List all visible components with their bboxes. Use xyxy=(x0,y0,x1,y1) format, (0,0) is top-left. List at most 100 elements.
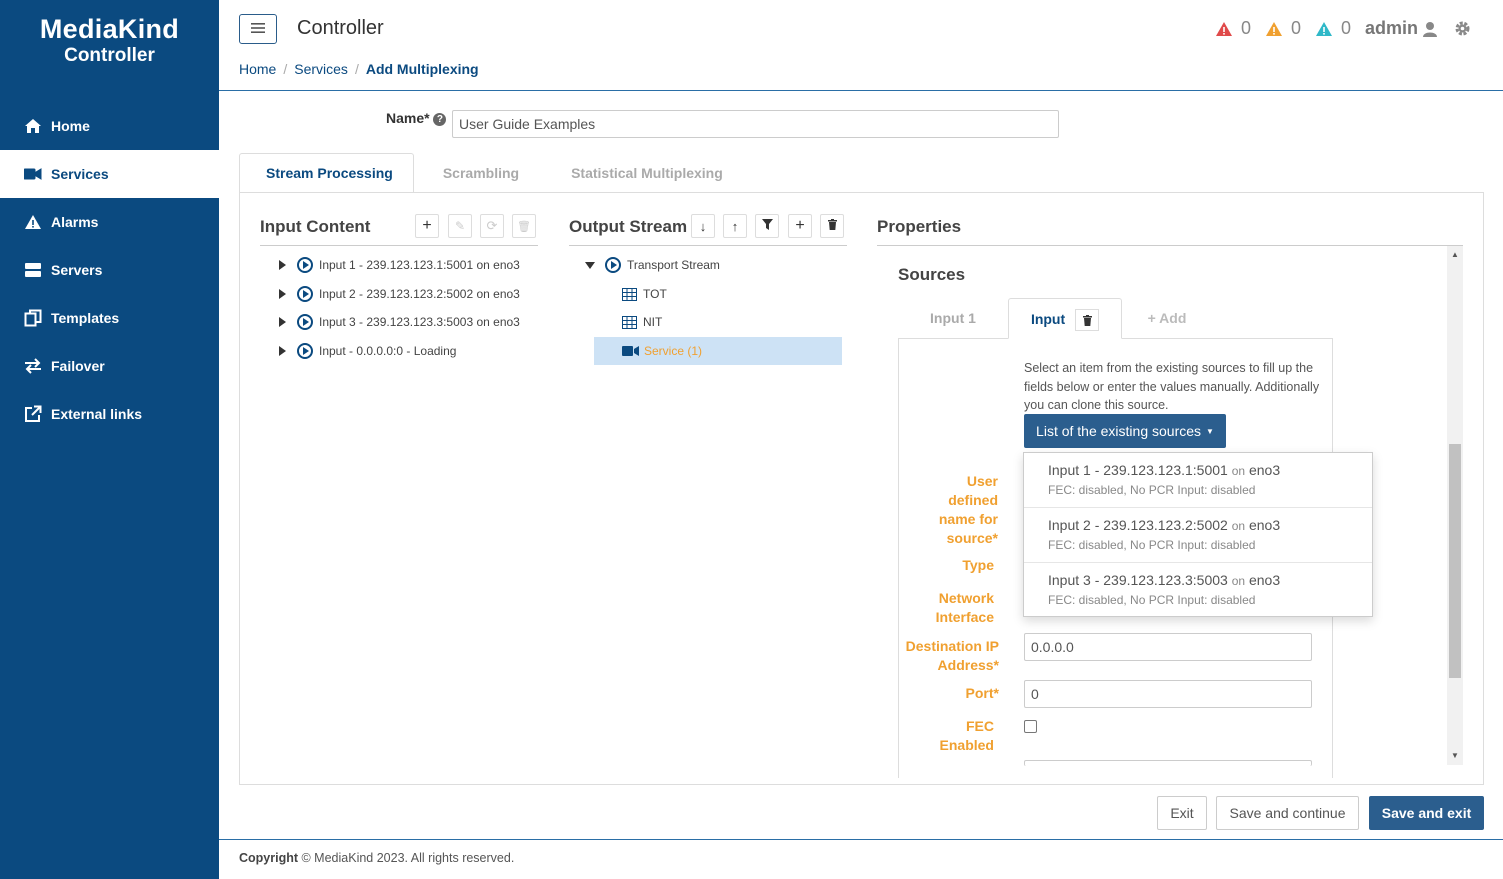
delete-source-button[interactable] xyxy=(1075,309,1100,332)
hamburger-icon xyxy=(251,21,265,37)
existing-source-meta: FEC: disabled, No PCR Input: disabled xyxy=(1048,483,1256,497)
brand: MediaKind Controller xyxy=(0,0,219,100)
input-tree-item[interactable]: Input 2 - 239.123.123.2:5002 on eno3 xyxy=(276,284,520,304)
main-tabs: Stream Processing Scrambling Statistical… xyxy=(239,153,724,193)
add-input-button[interactable]: + xyxy=(415,214,439,238)
properties-scrollbar[interactable]: ▲ ▼ xyxy=(1447,246,1463,765)
save-and-exit-button[interactable]: Save and exit xyxy=(1369,796,1484,830)
port-input[interactable] xyxy=(1024,680,1312,708)
source-help-text: Select an item from the existing sources… xyxy=(1024,361,1320,412)
next-field-input[interactable] xyxy=(1024,760,1312,766)
play-circle-icon xyxy=(605,257,621,273)
name-row: Name* ? xyxy=(386,110,1059,138)
sidebar-item-label: Templates xyxy=(51,310,120,326)
sidebar-item-servers[interactable]: Servers xyxy=(0,246,219,294)
caret-down-icon[interactable] xyxy=(584,261,596,269)
existing-sources-dropdown[interactable]: List of the existing sources ▼ xyxy=(1024,414,1226,448)
existing-source-option[interactable]: Input 1 - 239.123.123.1:5001 on eno3 FEC… xyxy=(1024,453,1372,508)
critical-alarm-counter[interactable]: 0 xyxy=(1215,18,1251,39)
sidebar-item-templates[interactable]: Templates xyxy=(0,294,219,342)
caret-right-icon[interactable] xyxy=(276,260,288,270)
filter-icon xyxy=(761,217,773,235)
sidebar-item-external-links[interactable]: External links xyxy=(0,390,219,438)
arrow-up-icon: ↑ xyxy=(731,218,739,234)
move-up-button[interactable]: ↑ xyxy=(723,214,747,238)
existing-source-option[interactable]: Input 3 - 239.123.123.3:5003 on eno3 FEC… xyxy=(1024,563,1372,618)
header: Controller Home / Services / Add Multiplexin… xyxy=(219,0,1503,91)
destination-ip-input[interactable] xyxy=(1024,633,1312,661)
major-alarm-counter[interactable]: 0 xyxy=(1265,18,1301,39)
minor-alarm-icon xyxy=(1315,21,1332,36)
nit-label: NIT xyxy=(643,315,663,329)
sidebar-item-failover[interactable]: Failover xyxy=(0,342,219,390)
input-tree-label: Input 3 - 239.123.123.3:5003 on eno3 xyxy=(319,315,520,329)
service-label: Service (1) xyxy=(644,344,703,358)
tot-node[interactable]: TOT xyxy=(622,284,667,304)
transport-stream-node[interactable]: Transport Stream xyxy=(584,255,720,275)
save-and-continue-button[interactable]: Save and continue xyxy=(1216,796,1359,830)
existing-source-meta: FEC: disabled, No PCR Input: disabled xyxy=(1048,593,1256,607)
sidebar-item-home[interactable]: Home xyxy=(0,102,219,150)
play-circle-icon xyxy=(297,257,313,273)
input-tree-item[interactable]: Input 3 - 239.123.123.3:5003 on eno3 xyxy=(276,312,520,332)
breadcrumb-services[interactable]: Services xyxy=(294,61,348,77)
menu-toggle-button[interactable] xyxy=(239,14,277,44)
minor-alarm-counter[interactable]: 0 xyxy=(1315,18,1351,39)
delete-output-button[interactable] xyxy=(820,214,844,238)
breadcrumb-home[interactable]: Home xyxy=(239,61,277,77)
fec-enabled-checkbox[interactable] xyxy=(1024,720,1037,733)
tab-statistical-multiplexing[interactable]: Statistical Multiplexing xyxy=(571,165,723,181)
source-tab-label: Input xyxy=(1030,311,1066,327)
input-tree-label: Input - 0.0.0.0:0 - Loading xyxy=(319,344,457,358)
service-node[interactable]: Service (1) xyxy=(622,341,702,361)
tab-stream-processing[interactable]: Stream Processing xyxy=(239,153,414,193)
input-content-title: Input Content xyxy=(260,217,371,236)
existing-source-title: Input 1 - 239.123.123.1:5001 on eno3 xyxy=(1048,462,1281,478)
scroll-up-icon[interactable]: ▲ xyxy=(1451,250,1459,259)
tab-scrambling[interactable]: Scrambling xyxy=(442,165,520,181)
input-tree-item[interactable]: Input 1 - 239.123.123.1:5001 on eno3 xyxy=(276,255,520,275)
input-tree-item[interactable]: Input - 0.0.0.0:0 - Loading xyxy=(276,341,456,361)
existing-source-option[interactable]: Input 2 - 239.123.123.2:5002 on eno3 FEC… xyxy=(1024,508,1372,563)
exit-button[interactable]: Exit xyxy=(1157,796,1207,830)
delete-input-button[interactable]: 🗑 xyxy=(512,214,536,238)
source-tab-input-1[interactable]: Input 1 xyxy=(930,310,976,326)
sidebar-item-services[interactable]: Services xyxy=(0,150,219,198)
sidebar: MediaKind Controller Home Services Alarm… xyxy=(0,0,219,879)
sources-title: Sources xyxy=(898,265,966,284)
gear-icon[interactable] xyxy=(1454,20,1471,37)
major-alarm-count: 0 xyxy=(1290,18,1301,38)
caret-right-icon[interactable] xyxy=(276,317,288,327)
breadcrumb-current: Add Multiplexing xyxy=(365,61,479,77)
scroll-down-icon[interactable]: ▼ xyxy=(1451,751,1459,760)
destination-ip-label: Destination IP Address* xyxy=(905,638,999,673)
caret-right-icon[interactable] xyxy=(276,346,288,356)
server-icon xyxy=(24,261,42,279)
play-circle-icon xyxy=(297,314,313,330)
filter-button[interactable] xyxy=(755,214,779,238)
edit-input-button[interactable]: ✎ xyxy=(448,214,472,238)
table-icon xyxy=(622,287,637,301)
sidebar-item-label: External links xyxy=(51,406,143,422)
caret-right-icon[interactable] xyxy=(276,289,288,299)
existing-source-meta: FEC: disabled, No PCR Input: disabled xyxy=(1048,538,1256,552)
user-name[interactable]: admin xyxy=(1364,18,1418,38)
user-icon[interactable] xyxy=(1422,21,1438,37)
nit-node[interactable]: NIT xyxy=(622,312,662,332)
network-interface-label: Network Interface xyxy=(935,590,994,625)
stream-processing-panel xyxy=(239,192,1484,785)
sidebar-item-alarms[interactable]: Alarms xyxy=(0,198,219,246)
scrollbar-thumb[interactable] xyxy=(1449,444,1461,678)
help-icon[interactable]: ? xyxy=(433,113,447,126)
properties-divider xyxy=(877,245,1463,246)
name-input[interactable] xyxy=(452,110,1059,138)
source-tab-input[interactable]: Input xyxy=(1008,298,1122,339)
sidebar-item-label: Servers xyxy=(51,262,103,278)
add-source-tab[interactable]: + Add xyxy=(1147,310,1187,326)
move-down-button[interactable]: ↓ xyxy=(691,214,715,238)
add-output-button[interactable]: + xyxy=(788,214,812,238)
trash-icon xyxy=(1082,314,1092,326)
page-title: Controller xyxy=(297,17,384,39)
play-circle-icon xyxy=(297,286,313,302)
refresh-input-button[interactable]: ⟳ xyxy=(480,214,504,238)
